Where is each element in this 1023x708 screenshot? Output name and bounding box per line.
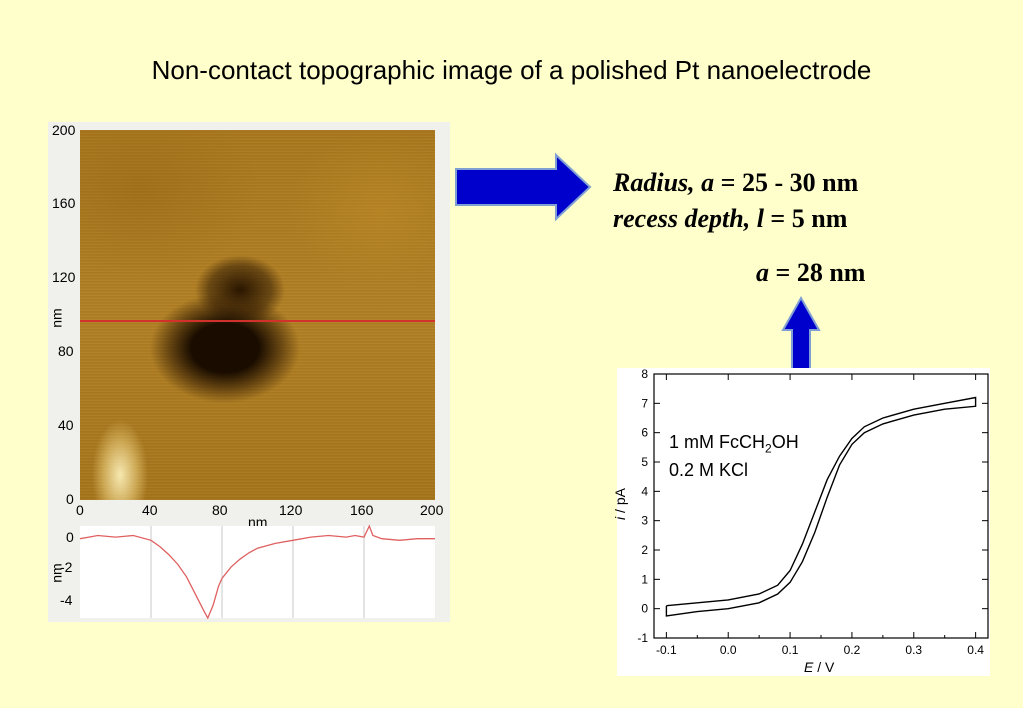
cv-y-axis-var: i [611, 516, 628, 520]
cv-y-tick-label: 4 [641, 484, 648, 498]
fit-radius-term: a [756, 258, 769, 287]
cv-x-axis-label: E / V [804, 659, 834, 675]
afm-figure: 200 160 120 80 40 0 nm 0 40 80 120 160 2… [48, 122, 450, 622]
cv-y-tick-label: -1 [637, 631, 648, 645]
cv-x-tick-label: 0.2 [844, 643, 861, 657]
cv-y-tick-label: 2 [641, 543, 648, 557]
afm-x-tick: 200 [420, 502, 444, 518]
cv-x-tick-label: 0.1 [782, 643, 799, 657]
cv-x-tick-label: 0.0 [720, 643, 737, 657]
afm-x-tick: 0 [76, 502, 84, 518]
cv-solution-label-1: 1 mM FcCH2OH [669, 432, 799, 456]
cv-y-tick-label: 8 [641, 368, 648, 381]
radius-value: = 25 - 30 nm [714, 168, 859, 197]
recess-depth-term: recess depth, l [613, 204, 764, 233]
afm-x-tick: 120 [279, 502, 303, 518]
cv-label-1-main: 1 mM FcCH [669, 432, 765, 452]
recess-depth-annotation: recess depth, l = 5 nm [613, 204, 847, 234]
afm-y-tick: 160 [52, 195, 76, 211]
afm-x-tick: 160 [350, 502, 374, 518]
fit-radius-value: = 28 nm [769, 258, 866, 287]
afm-topography-image [80, 130, 435, 500]
voltammogram-chart: -0.1 0.0 0.1 0.2 0.3 0.4 8 7 6 5 4 3 2 1 0 -1 [637, 368, 989, 657]
profile-y-tick: -2 [60, 559, 73, 575]
afm-y-tick: 80 [58, 343, 74, 359]
cv-y-tick-label: 1 [641, 572, 648, 586]
afm-x-tick: 80 [212, 502, 228, 518]
radius-term: Radius, a [613, 168, 715, 197]
cv-series-line [665, 396, 977, 617]
cv-label-1-subscript: 2 [765, 441, 772, 456]
up-arrow-icon [781, 295, 821, 370]
profile-series-line [79, 524, 435, 620]
cv-y-axis-unit: / pA [611, 488, 628, 517]
cv-y-tick-label: 0 [641, 602, 648, 616]
height-profile-chart [79, 524, 435, 620]
radius-annotation: Radius, a = 25 - 30 nm [613, 168, 858, 198]
cv-y-tick-label: 6 [641, 426, 648, 440]
cv-label-1-suffix: OH [771, 432, 799, 452]
fit-radius-annotation: a = 28 nm [756, 258, 865, 288]
afm-y-tick: 200 [52, 122, 76, 138]
afm-y-axis-label: nm [48, 308, 65, 328]
cv-y-tick-label: 5 [641, 455, 648, 469]
cv-solution-label-2: 0.2 M KCl [669, 460, 749, 480]
cv-y-axis-label: i / pA [612, 488, 628, 520]
cv-y-tick-label: 7 [641, 396, 648, 410]
afm-y-tick: 40 [58, 417, 74, 433]
cv-x-tick-label: -0.1 [656, 643, 677, 657]
cv-figure: -0.1 0.0 0.1 0.2 0.3 0.4 8 7 6 5 4 3 2 1 0 -1 1 mM FcCH… [612, 368, 990, 676]
cv-plot-frame [653, 373, 989, 639]
afm-scan-line [80, 320, 435, 322]
profile-y-tick: 0 [66, 529, 74, 545]
right-arrow-icon [455, 152, 592, 222]
cv-y-tick-label: 3 [641, 514, 648, 528]
afm-x-tick: 40 [142, 502, 158, 518]
afm-y-tick: 120 [52, 269, 76, 285]
profile-y-axis-label: nm [48, 563, 65, 583]
cv-x-axis-var: E [804, 659, 814, 675]
profile-plot-area [80, 526, 435, 618]
cv-x-tick-label: 0.3 [905, 643, 922, 657]
profile-y-tick: -4 [60, 592, 73, 608]
recess-depth-value: = 5 nm [763, 204, 848, 233]
cv-x-axis-unit: / V [813, 659, 835, 675]
afm-y-tick: 0 [66, 491, 74, 507]
cv-x-tick-label: 0.4 [967, 643, 984, 657]
slide-title: Non-contact topographic image of a polis… [151, 55, 872, 85]
